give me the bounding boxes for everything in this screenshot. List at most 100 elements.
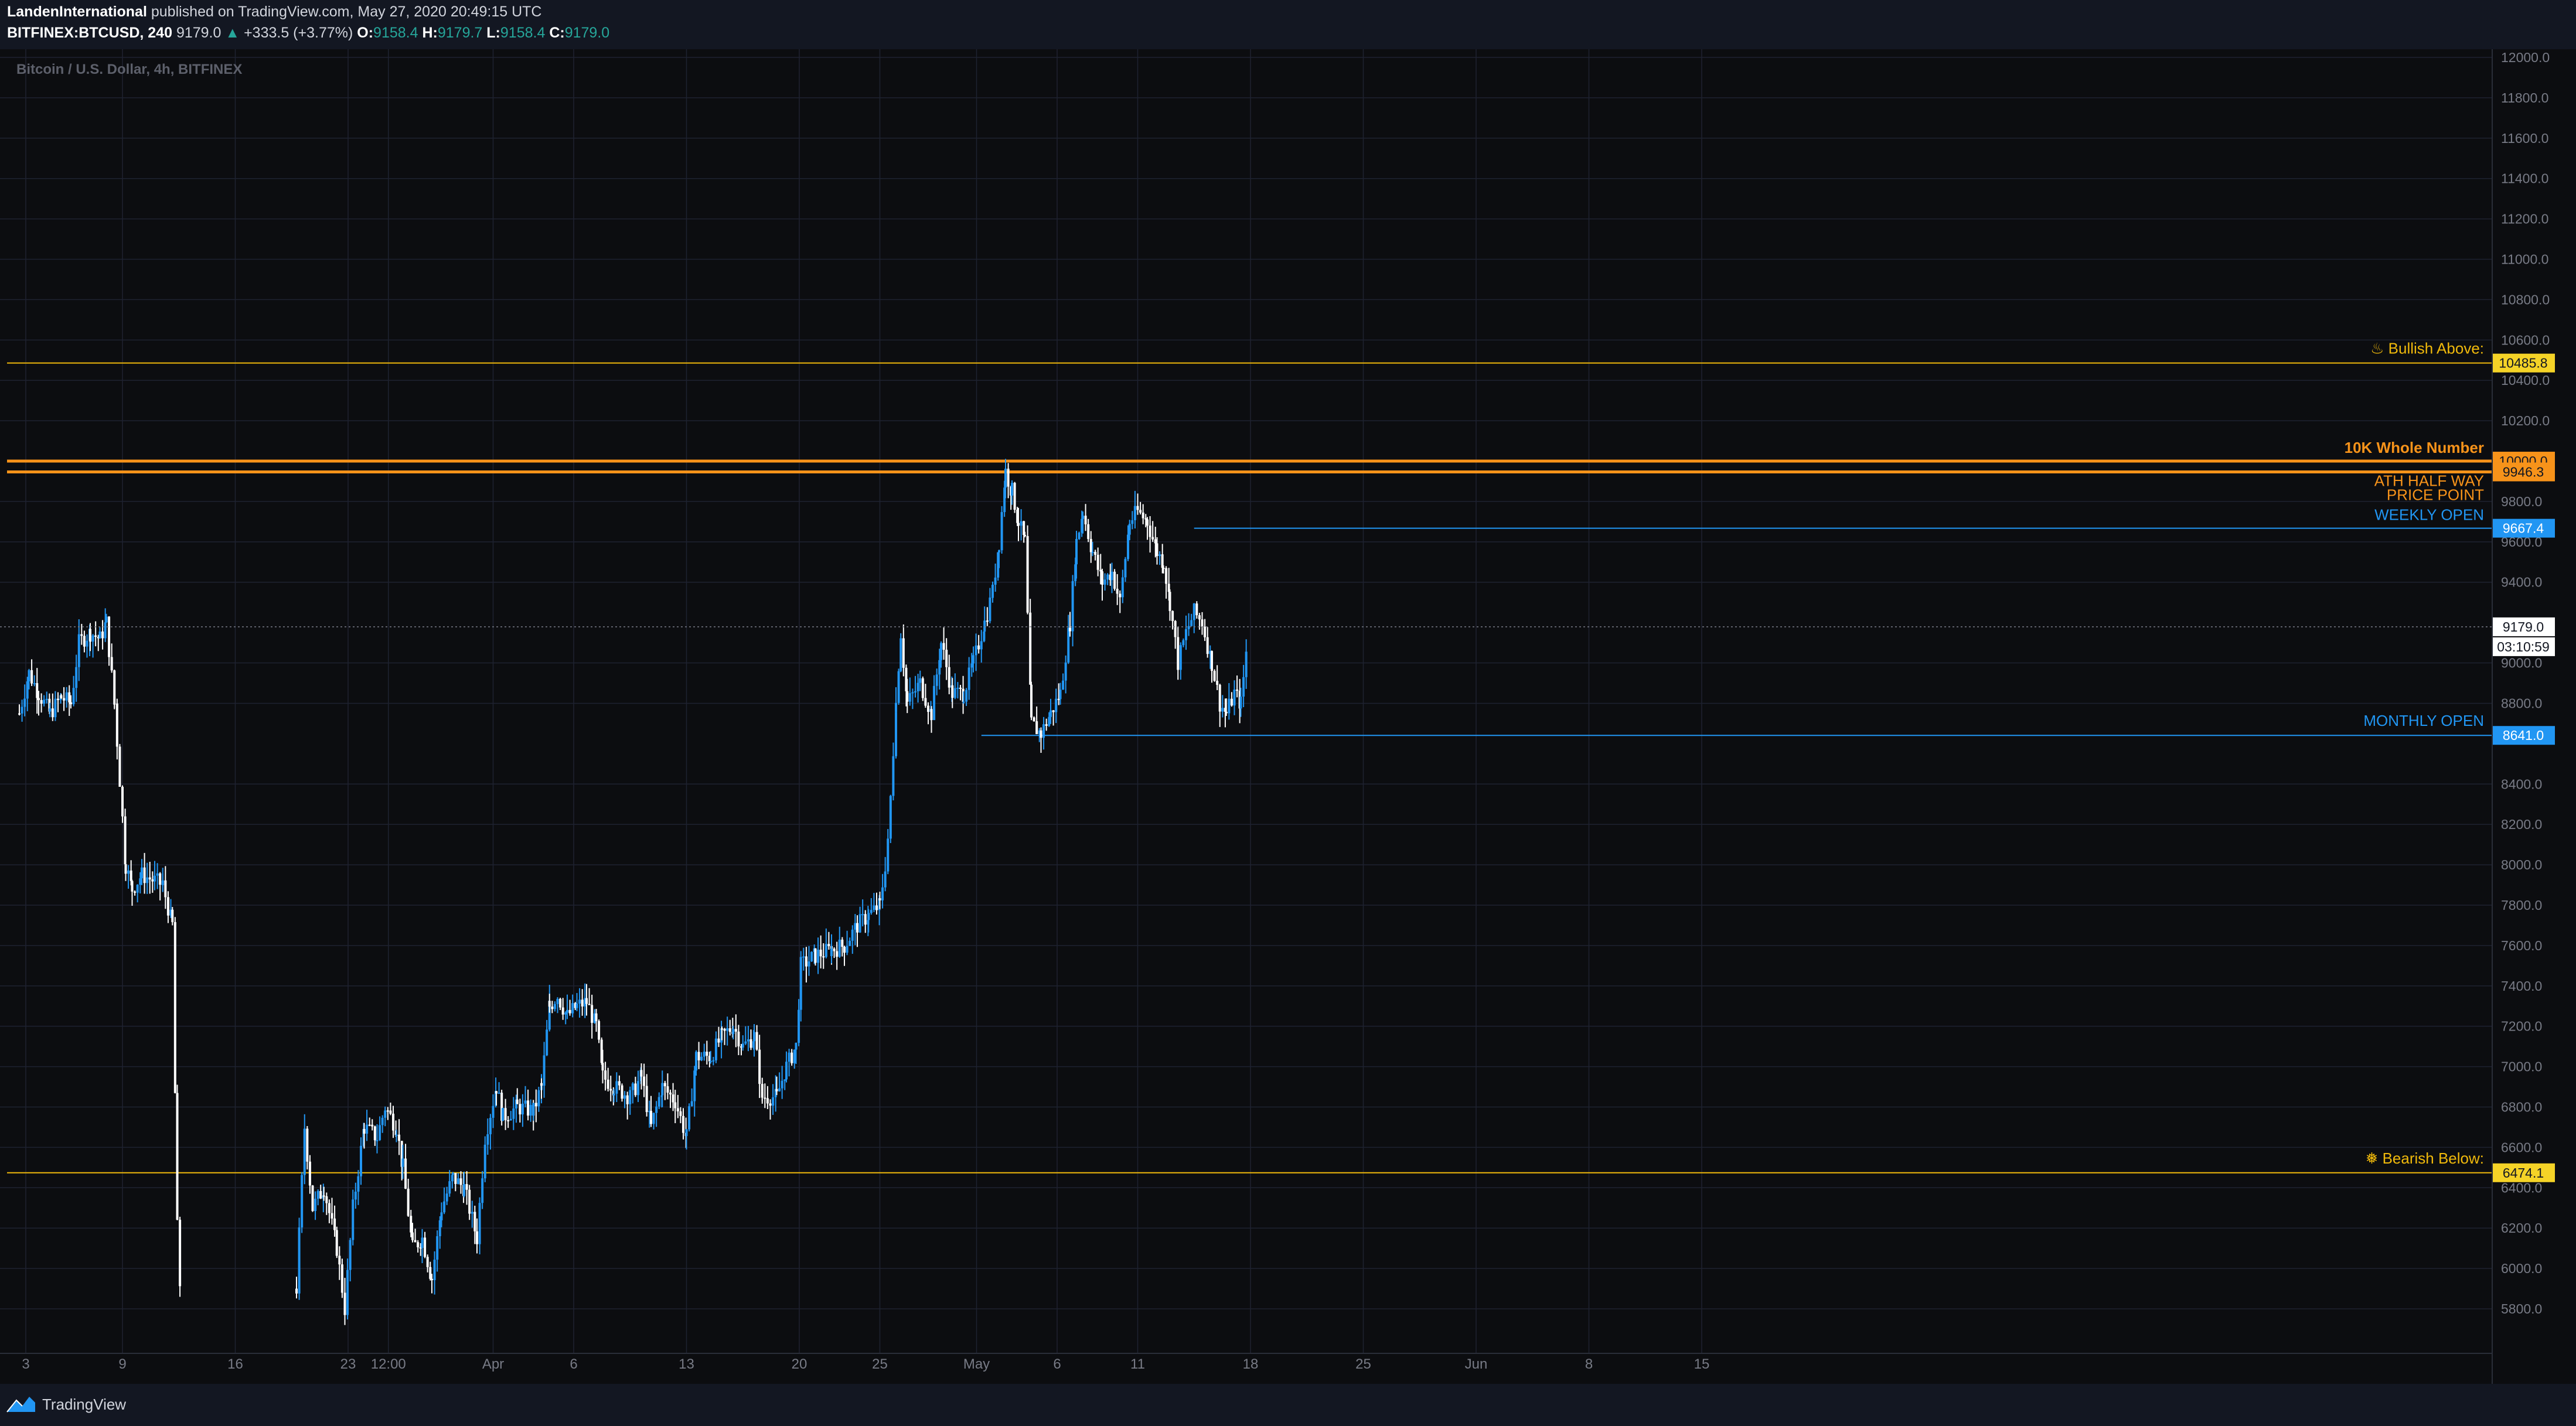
- candle-body: [905, 667, 908, 691]
- candle-body: [703, 1052, 706, 1057]
- candle-body: [962, 701, 965, 703]
- candle-body: [1204, 626, 1207, 637]
- candle-body: [379, 1125, 381, 1140]
- time-axis[interactable]: 3 9 16 23 12:00 Apr 6 13 20 25 May 6 11 18 25 Jun 8 15: [22, 1356, 1709, 1372]
- candle-body: [30, 670, 33, 684]
- time-tick-label: 16: [227, 1356, 243, 1372]
- candle-body: [574, 1003, 577, 1008]
- price-tick-label: 7600.0: [2501, 938, 2542, 953]
- time-tick-label: 3: [22, 1356, 29, 1372]
- price-tick-label: 10200.0: [2501, 413, 2550, 428]
- candle-body: [171, 909, 174, 922]
- candle-body: [49, 708, 52, 712]
- candle-body: [335, 1230, 338, 1256]
- author-name[interactable]: LandenInternational: [7, 4, 147, 20]
- candle-body: [1144, 518, 1147, 520]
- candle-body: [1218, 684, 1221, 712]
- candle-body: [769, 1103, 772, 1106]
- tradingview-label: TradingView: [42, 1395, 127, 1413]
- candle-body: [861, 914, 864, 916]
- level-lines: [7, 362, 2492, 1173]
- time-tick-label: 11: [1130, 1356, 1145, 1372]
- candle-body: [1225, 711, 1228, 714]
- candle-body: [476, 1231, 478, 1244]
- candle-body: [68, 692, 71, 702]
- price-tick-label: 11200.0: [2501, 211, 2548, 227]
- candle-body: [1084, 516, 1087, 524]
- tradingview-brand[interactable]: TradingView: [6, 1394, 126, 1414]
- candle-body: [753, 1032, 755, 1042]
- candle-body: [897, 671, 900, 703]
- candle-body: [303, 1128, 306, 1175]
- candle-body: [1195, 603, 1198, 616]
- candle-body: [878, 898, 881, 900]
- symbol-label[interactable]: BITFINEX:BTCUSD, 240: [7, 25, 172, 41]
- candle-body: [72, 688, 75, 704]
- candle-body: [456, 1178, 459, 1184]
- candle-body: [858, 914, 861, 933]
- candle-body: [726, 1028, 729, 1031]
- candle-body: [500, 1093, 503, 1121]
- candle-body: [1064, 662, 1067, 681]
- candle-body: [1091, 551, 1094, 553]
- candle-body: [1087, 524, 1090, 539]
- candle-body: [1099, 569, 1102, 572]
- candle-body: [556, 998, 559, 1002]
- candle-body: [512, 1108, 515, 1119]
- candle-body: [429, 1267, 432, 1279]
- candle-body: [1116, 588, 1119, 594]
- candle-body: [755, 1032, 758, 1050]
- candle-body: [23, 698, 26, 707]
- candle-body: [634, 1083, 637, 1096]
- candle-body: [134, 891, 137, 893]
- candle-body: [761, 1091, 764, 1098]
- candle-body: [593, 1013, 596, 1023]
- candle-body: [443, 1201, 446, 1213]
- candle-body: [1142, 512, 1144, 518]
- candle-body: [887, 845, 890, 872]
- candle-body: [781, 1080, 783, 1089]
- candle-body: [376, 1140, 379, 1141]
- time-tick-label: 15: [1694, 1356, 1710, 1372]
- level-label: MONTHLY OPEN: [2363, 712, 2484, 729]
- candle-body: [465, 1184, 468, 1190]
- candle-body: [143, 867, 146, 883]
- candle-body: [1211, 651, 1213, 671]
- candle-body: [690, 1101, 693, 1107]
- candle-body: [1055, 698, 1058, 712]
- candle-body: [26, 681, 29, 699]
- candle-body: [18, 713, 21, 715]
- candle-body: [1000, 512, 1003, 551]
- candle-body: [892, 756, 895, 796]
- candle-body: [626, 1095, 629, 1104]
- candle-body: [1082, 516, 1084, 519]
- candle-body: [989, 597, 991, 622]
- candle-body: [643, 1076, 646, 1086]
- price-chart[interactable]: 12000.0 11800.0 11600.0 11400.0 11200.0 11000…: [0, 49, 2576, 1384]
- candle-body: [94, 635, 97, 637]
- candle-body: [83, 636, 86, 647]
- candle-body: [127, 870, 130, 874]
- candle-body: [1185, 629, 1187, 640]
- candle-body: [431, 1278, 433, 1281]
- candle-body: [1089, 538, 1092, 552]
- candle-body: [682, 1115, 684, 1133]
- candle-body: [360, 1145, 362, 1176]
- candle-body: [516, 1099, 519, 1104]
- candle-body: [401, 1158, 404, 1167]
- candle-body: [793, 1049, 796, 1063]
- candle-body: [1020, 521, 1023, 526]
- candle-body: [623, 1095, 626, 1099]
- close-value: 9179.0: [564, 25, 610, 41]
- candle-body: [311, 1185, 314, 1211]
- candle-body: [1201, 619, 1204, 627]
- candle-body: [514, 1099, 517, 1108]
- low-value: 9158.4: [500, 25, 546, 41]
- candle-body: [463, 1184, 465, 1196]
- candle-body: [732, 1029, 735, 1034]
- candle-body: [935, 674, 938, 686]
- candle-body: [598, 1021, 601, 1040]
- price-axis[interactable]: 12000.0 11800.0 11600.0 11400.0 11200.0 11000…: [2501, 50, 2550, 1316]
- header-bar: LandenInternational published on Trading…: [0, 0, 2576, 49]
- candle-body: [97, 636, 100, 639]
